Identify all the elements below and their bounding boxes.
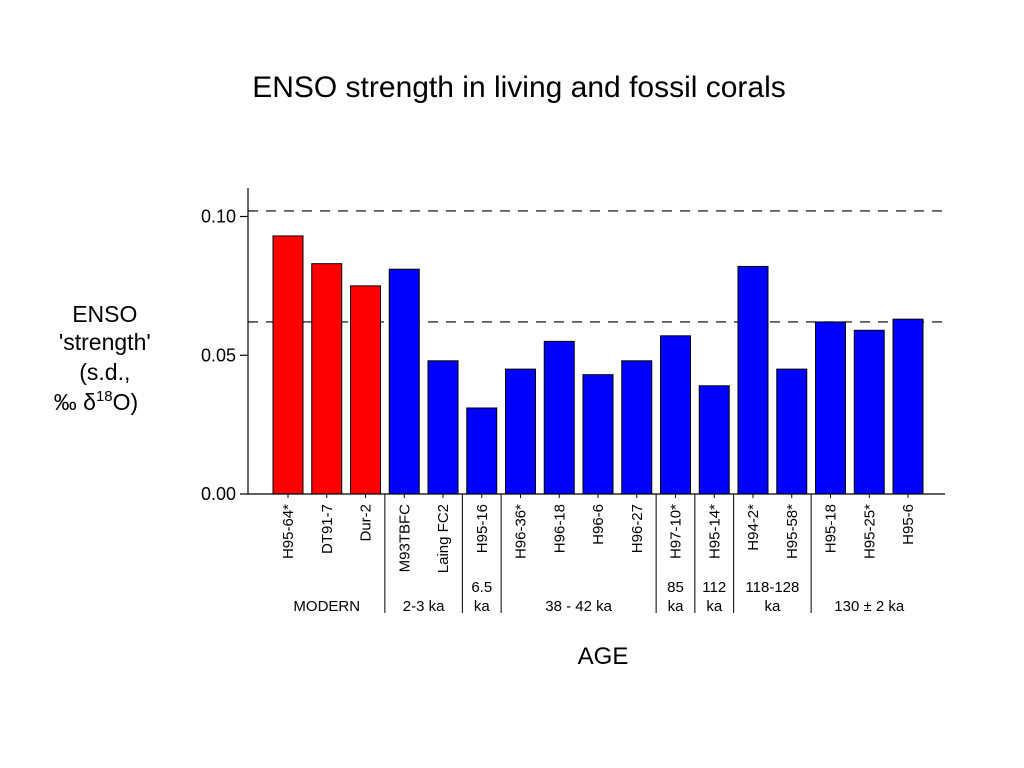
bar-h95-14 xyxy=(698,385,730,495)
bar-h94-2 xyxy=(737,265,769,495)
group-label: ka xyxy=(668,598,685,615)
x-category-label: H95-18 xyxy=(823,504,840,553)
x-category-label: H96-6 xyxy=(590,504,607,545)
x-category-label: H94-2* xyxy=(745,504,762,551)
bar-h95-6 xyxy=(892,318,924,495)
x-category-label: H95-6 xyxy=(900,504,917,545)
bar-h95-64 xyxy=(272,235,304,495)
x-category-label: H95-16 xyxy=(474,504,491,553)
group-label: 130 ± 2 ka xyxy=(834,598,905,615)
age-groups: MODERN 2-3 ka 6.5 ka 38 - 42 ka 85 ka 112 ka 118-… xyxy=(293,494,905,615)
y-axis-ticks: 0.00 0.05 0.10 xyxy=(201,207,248,504)
x-category-label: Dur-2 xyxy=(358,504,375,542)
bar-dt91-7 xyxy=(311,263,343,495)
x-category-label: H95-58* xyxy=(784,504,801,559)
y-tick-label: 0.05 xyxy=(201,345,236,365)
y-axis-label-line-4a: ‰ δ xyxy=(54,389,96,415)
group-label: 118-128 xyxy=(745,579,799,596)
group-label: 85 xyxy=(667,579,684,596)
x-category-label: H96-27 xyxy=(629,504,646,553)
group-label: 2-3 ka xyxy=(403,598,445,615)
bar-h95-25 xyxy=(853,329,885,495)
x-category-label: DT91-7 xyxy=(319,504,336,554)
y-axis-label: ENSO 'strength' (s.d., ‰ δ18O) xyxy=(54,301,157,415)
group-label: 38 - 42 ka xyxy=(545,598,612,615)
group-label: 6.5 xyxy=(471,579,492,596)
x-category-label: H95-64* xyxy=(280,504,297,559)
x-category-label: H96-18 xyxy=(551,504,568,553)
y-axis-label-superscript: 18 xyxy=(96,388,113,405)
bar-h95-16 xyxy=(466,407,498,495)
x-axis-label: AGE xyxy=(578,643,629,670)
chart-title: ENSO strength in living and fossil coral… xyxy=(252,71,786,104)
x-category-label: H96-36* xyxy=(513,504,530,559)
x-category-label: M93TBFC xyxy=(396,504,413,573)
y-axis-label-line-1: ENSO xyxy=(72,301,137,327)
y-axis-label-line-3: (s.d., xyxy=(79,359,130,385)
x-category-label: Laing FC2 xyxy=(435,504,452,573)
bars xyxy=(272,235,924,495)
group-label: ka xyxy=(474,598,491,615)
y-tick-label: 0.10 xyxy=(201,207,236,227)
y-tick-label: 0.00 xyxy=(201,484,236,504)
group-label: MODERN xyxy=(293,598,360,615)
x-category-label: H95-14* xyxy=(706,504,723,559)
bar-h97-10 xyxy=(660,335,691,495)
x-category-label: H97-10* xyxy=(668,504,685,559)
bar-h96-27 xyxy=(621,360,653,495)
bar-laing-fc2 xyxy=(427,360,459,495)
y-axis-label-line-4b: O) xyxy=(113,389,139,415)
bar-dur-2 xyxy=(350,285,381,495)
group-label: ka xyxy=(706,598,723,615)
y-axis-label-line-2: 'strength' xyxy=(59,329,151,355)
bar-h96-18 xyxy=(543,340,575,495)
x-category-labels: H95-64* DT91-7 Dur-2 M93TBFC Laing FC2 H95-16… xyxy=(280,494,917,573)
group-label: ka xyxy=(764,598,781,615)
group-label: 112 xyxy=(702,579,726,596)
bar-h96-6 xyxy=(582,374,614,495)
bar-h95-58 xyxy=(776,368,808,495)
axes xyxy=(247,188,945,495)
bar-h95-18 xyxy=(815,321,846,495)
x-category-label: H95-25* xyxy=(861,504,878,559)
bar-h96-36 xyxy=(505,368,536,495)
bar-m93tbfc xyxy=(388,268,420,495)
